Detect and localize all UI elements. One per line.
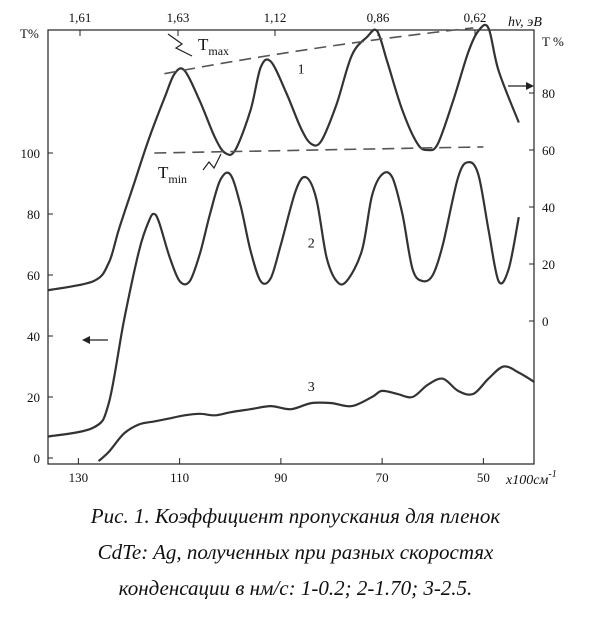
x-top-tick-label: 1,12	[264, 10, 287, 25]
envelope-leader-tmin	[202, 153, 222, 171]
x-bottom-axis-label-main: x100см	[505, 473, 548, 488]
y-left-tick-label: 40	[27, 329, 40, 344]
y-right-tick-label: 80	[542, 86, 555, 101]
y-right-axis-label: T %	[542, 34, 564, 49]
caption-line-3: конденсации в нм/с: 1-0.2; 2-1.70; 3-2.5…	[118, 576, 473, 600]
right-axis-arrow	[508, 82, 534, 90]
envelope-tmin	[154, 146, 484, 154]
x-top-tick-label: 0,86	[367, 10, 390, 25]
series-line-3	[97, 365, 535, 462]
left-axis-arrow	[82, 336, 108, 344]
chart-canvas: 0 20 40 60 80 100 0 20 40 60 80 130 110 90 70 50 1,61…	[20, 10, 564, 488]
curve-label-3: 3	[308, 380, 315, 395]
series-line-2	[47, 160, 520, 438]
x-top-tick-label: 0,62	[464, 10, 487, 25]
y-right-tick-label: 20	[542, 257, 555, 272]
figure-caption: Рис. 1. Коэффициент пропускания для плен…	[0, 498, 591, 606]
right-axis: 0 20 40 60 80	[529, 86, 555, 329]
curve-label-1: 1	[298, 63, 305, 78]
y-right-tick-label: 40	[542, 200, 555, 215]
series-layer	[47, 23, 535, 462]
x-top-tick-label: 1,61	[69, 10, 92, 25]
envelope-label-tmax: Tmax	[198, 35, 229, 58]
annotation-layer: Tmax Tmin 1 2 3	[154, 27, 484, 395]
x-bottom-tick-label: 50	[477, 470, 490, 485]
envelope-tmax	[164, 27, 474, 75]
x-bottom-tick-label: 70	[376, 470, 389, 485]
curve-label-2: 2	[308, 237, 315, 252]
transmission-chart: 0 20 40 60 80 100 0 20 40 60 80 130 110 90 70 50 1,61…	[20, 10, 564, 488]
x-top-tick-label: 1,63	[167, 10, 190, 25]
series-line-1	[47, 23, 520, 292]
caption-line-2: CdTe: Ag, полученных при разных скоростя…	[97, 540, 494, 564]
y-left-tick-label: 100	[21, 146, 41, 161]
caption-line-1: Рис. 1. Коэффициент пропускания для плен…	[90, 504, 501, 528]
x-bottom-axis-label: x100см-1	[505, 469, 557, 488]
x-bottom-tick-label: 90	[274, 470, 287, 485]
x-top-axis-label: hv, эВ	[508, 15, 542, 30]
x-bottom-tick-label: 110	[170, 470, 189, 485]
envelope-label-tmin: Tmin	[158, 163, 187, 186]
y-right-tick-label: 60	[542, 143, 555, 158]
plot-frame	[47, 29, 535, 465]
y-left-tick-label: 60	[27, 268, 40, 283]
y-left-tick-label: 80	[27, 207, 40, 222]
x-bottom-tick-label: 130	[69, 470, 89, 485]
left-axis: 0 20 40 60 80 100	[21, 146, 53, 466]
y-left-axis-label: T%	[20, 26, 39, 41]
envelope-leader-tmax	[167, 33, 193, 57]
y-left-tick-label: 20	[27, 390, 40, 405]
y-right-tick-label: 0	[542, 314, 549, 329]
bottom-axis: 130 110 90 70 50	[69, 458, 490, 485]
x-bottom-axis-label-sup: -1	[548, 469, 556, 480]
y-left-tick-label: 0	[34, 451, 41, 466]
top-axis: 1,61 1,63 1,12 0,86 0,62	[69, 10, 487, 36]
